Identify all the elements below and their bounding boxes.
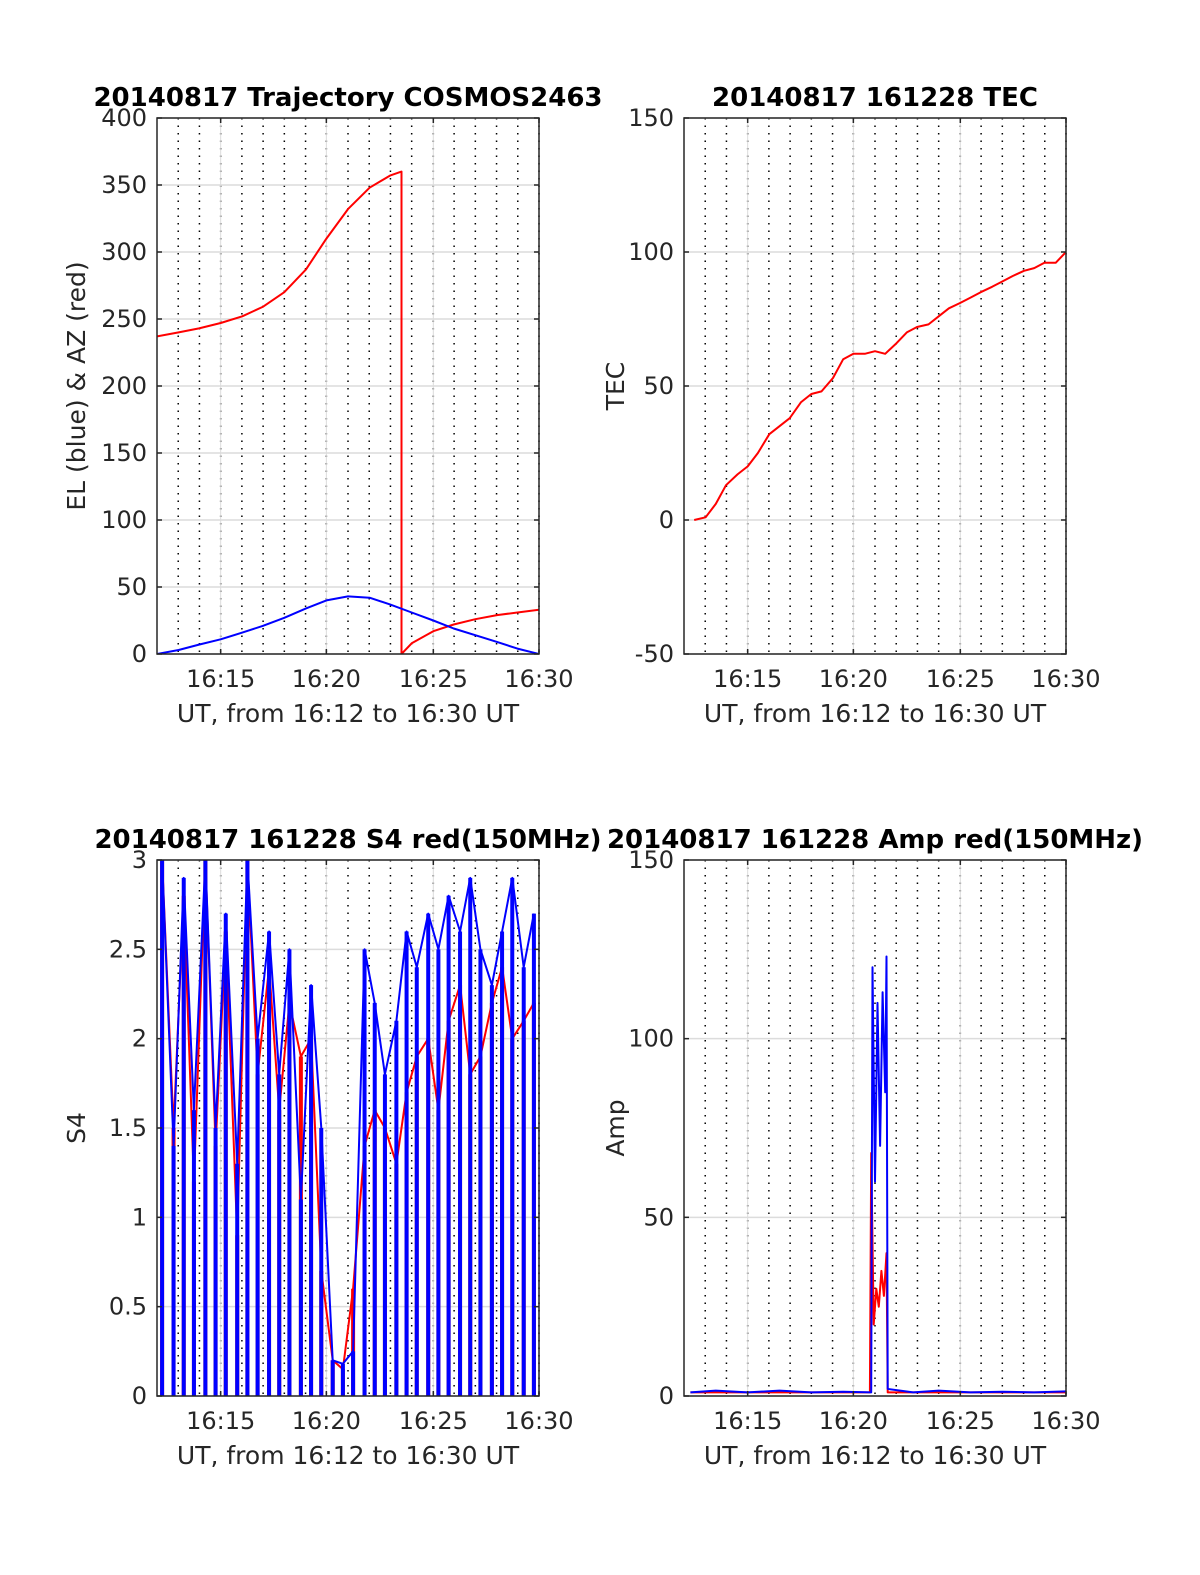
y-tick-label: 0.5 — [109, 1293, 147, 1321]
series-group — [157, 170, 539, 654]
y-tick-label: 150 — [628, 846, 674, 874]
s4-series-blue — [161, 860, 535, 1365]
y-tick-label: 100 — [628, 238, 674, 266]
x-tick-label: 16:25 — [399, 665, 468, 693]
y-axis-label: TEC — [601, 362, 630, 412]
x-axis-label: UT, from 16:12 to 16:30 UT — [177, 1441, 520, 1470]
x-axis-label: UT, from 16:12 to 16:30 UT — [177, 699, 520, 728]
y-tick-label: 0 — [659, 506, 674, 534]
y-tick-label: 100 — [628, 1025, 674, 1053]
axes-box — [683, 859, 1067, 1397]
y-tick-label: 0 — [132, 1382, 147, 1410]
y-tick-label: 200 — [101, 372, 147, 400]
y-tick-label: 50 — [643, 1203, 674, 1231]
chart-title: 20140817 Trajectory COSMOS2463 — [93, 83, 602, 113]
trajectory-series-red — [157, 170, 539, 654]
x-tick-label: 16:30 — [1031, 1407, 1100, 1435]
chart-title: 20140817 161228 Amp red(150MHz) — [607, 825, 1143, 855]
x-axis-label: UT, from 16:12 to 16:30 UT — [704, 1441, 1047, 1470]
series-group — [693, 251, 1066, 521]
tec-series-red — [693, 251, 1066, 521]
x-tick-label: 16:25 — [926, 1407, 995, 1435]
x-axis-label: UT, from 16:12 to 16:30 UT — [704, 699, 1047, 728]
chart-tec: 16:15 16:20 16:25 16:30 -50 0 50 100 150 20140817… — [601, 83, 1101, 728]
y-tick-label: 50 — [116, 573, 147, 601]
y-tick-label: 150 — [628, 104, 674, 132]
x-tick-label: 16:30 — [504, 1407, 573, 1435]
y-tick-label: -50 — [635, 640, 674, 668]
x-tick-label: 16:15 — [186, 1407, 255, 1435]
y-tick-label: 400 — [101, 104, 147, 132]
y-tick-label: 100 — [101, 506, 147, 534]
x-tick-label: 16:15 — [713, 1407, 782, 1435]
chart-title: 20140817 161228 TEC — [712, 83, 1038, 113]
x-tick-label: 16:15 — [186, 665, 255, 693]
x-tick-label: 16:30 — [504, 665, 573, 693]
trajectory-series-blue — [157, 595, 539, 654]
x-tick-label: 16:25 — [399, 1407, 468, 1435]
y-tick-label: 250 — [101, 305, 147, 333]
y-tick-label: 50 — [643, 372, 674, 400]
y-tick-label: 0 — [132, 640, 147, 668]
series-group — [160, 860, 536, 1396]
y-tick-label: 3 — [132, 846, 147, 874]
y-tick-label: 1.5 — [109, 1114, 147, 1142]
x-tick-label: 16:20 — [819, 665, 888, 693]
y-tick-label: 2.5 — [109, 935, 147, 963]
y-tick-label: 300 — [101, 238, 147, 266]
x-tick-label: 16:15 — [713, 665, 782, 693]
y-tick-label: 1 — [132, 1203, 147, 1231]
y-tick-label: 350 — [101, 171, 147, 199]
chart-trajectory: 16:15 16:20 16:25 16:30 0 50 100 150 200 250 300 35… — [62, 83, 603, 728]
chart-s4: 16:15 16:20 16:25 16:30 0 0.5 1 1.5 2 2.5 32014081… — [62, 825, 602, 1470]
x-tick-label: 16:20 — [819, 1407, 888, 1435]
y-tick-label: 0 — [659, 1382, 674, 1410]
y-axis-label: S4 — [62, 1112, 91, 1144]
y-axis-label: EL (blue) & AZ (red) — [62, 261, 91, 510]
x-tick-label: 16:20 — [292, 1407, 361, 1435]
chart-title: 20140817 161228 S4 red(150MHz) — [94, 825, 601, 855]
x-tick-label: 16:25 — [926, 665, 995, 693]
y-axis-label: Amp — [601, 1099, 630, 1156]
x-tick-label: 16:30 — [1031, 665, 1100, 693]
y-tick-label: 2 — [132, 1025, 147, 1053]
y-tick-label: 150 — [101, 439, 147, 467]
x-tick-label: 16:20 — [292, 665, 361, 693]
